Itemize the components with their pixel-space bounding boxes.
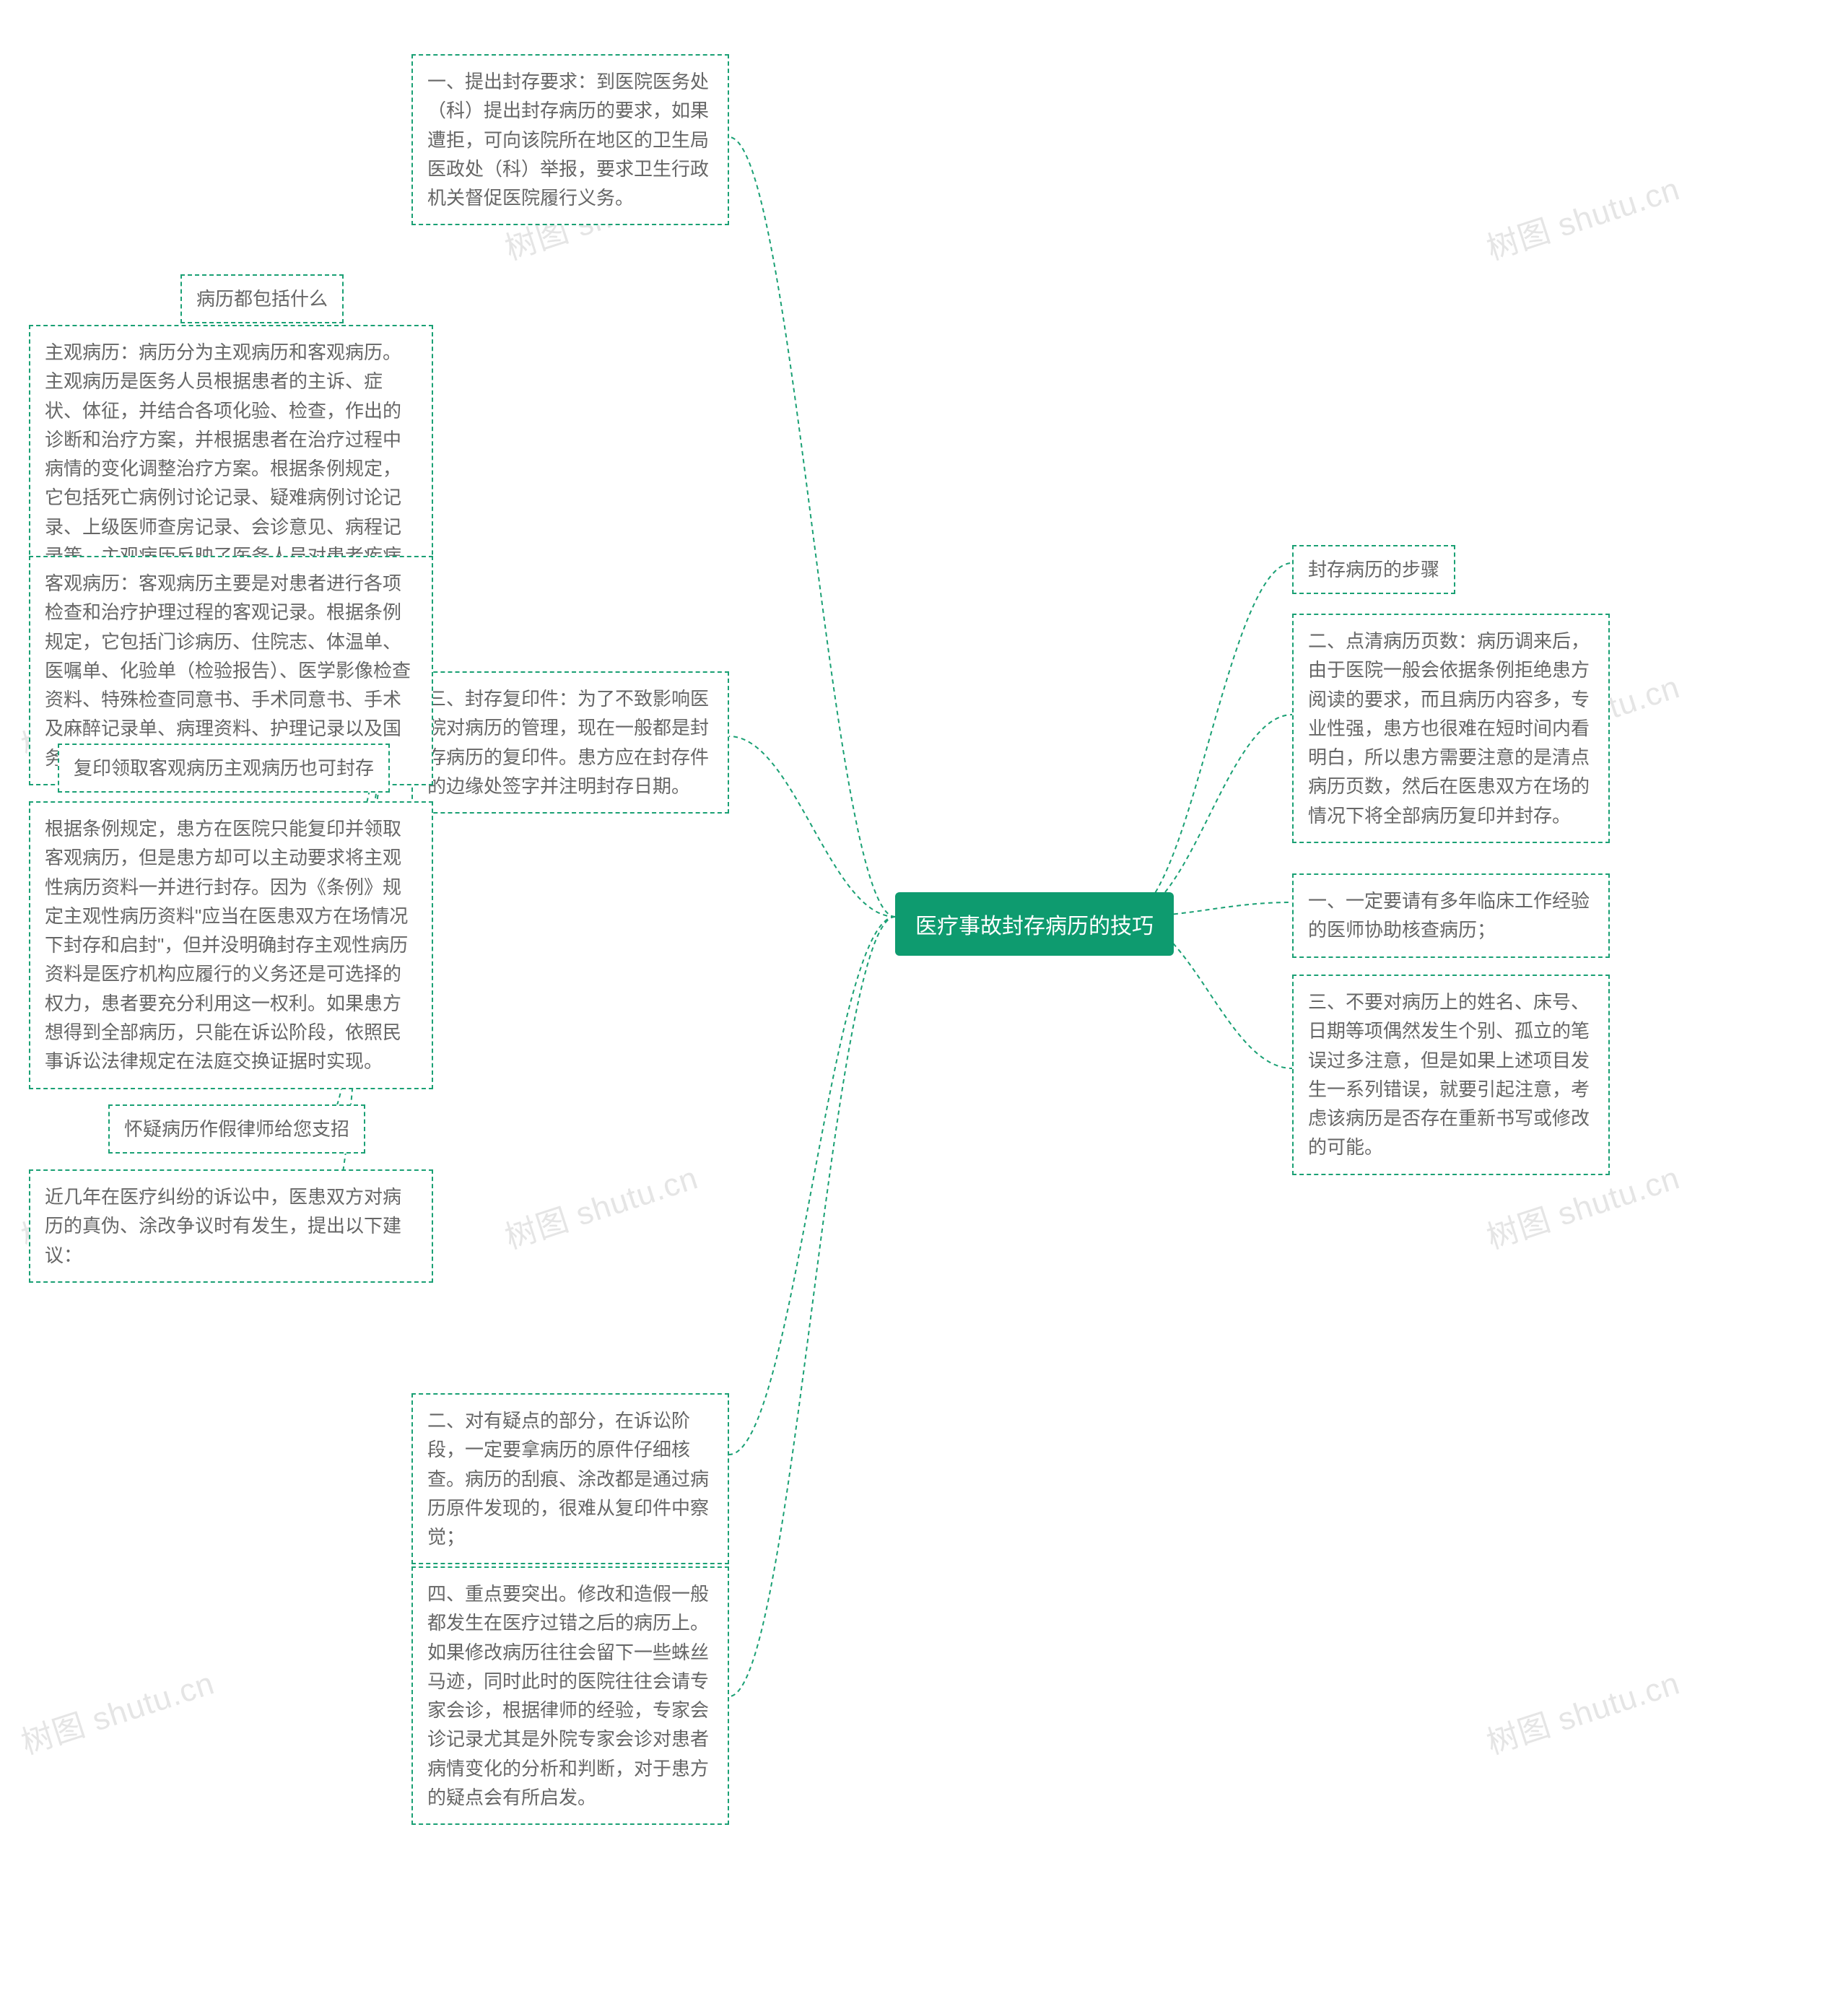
- watermark: 树图 shutu.cn: [498, 1152, 703, 1258]
- node-l9: 近几年在医疗纠纷的诉讼中，医患双方对病历的真伪、涂改争议时有发生，提出以下建议：: [29, 1169, 433, 1283]
- watermark: 树图 shutu.cn: [1480, 1657, 1685, 1764]
- node-l8: 怀疑病历作假律师给您支招: [108, 1104, 365, 1154]
- node-l1: 一、提出封存要求：到医院医务处（科）提出封存病历的要求，如果遭拒，可向该院所在地…: [411, 54, 729, 225]
- watermark: 树图 shutu.cn: [1480, 163, 1685, 269]
- node-l5: 复印领取客观病历主观病历也可封存: [58, 744, 390, 793]
- node-r2: 二、点清病历页数：病历调来后，由于医院一般会依据条例拒绝患方阅读的要求，而且病历…: [1292, 614, 1610, 843]
- mindmap-canvas: 树图 shutu.cn 树图 shutu.cn 树图 shutu.cn 树图 s…: [0, 0, 1848, 2001]
- node-l6: 三、封存复印件：为了不致影响医院对病历的管理，现在一般都是封存病历的复印件。患方…: [411, 671, 729, 814]
- node-l2: 病历都包括什么: [180, 274, 344, 323]
- node-l10: 二、对有疑点的部分，在诉讼阶段，一定要拿病历的原件仔细核查。病历的刮痕、涂改都是…: [411, 1393, 729, 1564]
- node-l7: 根据条例规定，患方在医院只能复印并领取客观病历，但是患方却可以主动要求将主观性病…: [29, 801, 433, 1089]
- root-node: 医疗事故封存病历的技巧: [895, 892, 1174, 956]
- node-r3: 一、一定要请有多年临床工作经验的医师协助核查病历；: [1292, 873, 1610, 958]
- watermark: 树图 shutu.cn: [14, 1657, 219, 1764]
- node-r4: 三、不要对病历上的姓名、床号、日期等项偶然发生个别、孤立的笔误过多注意，但是如果…: [1292, 975, 1610, 1175]
- node-r1: 封存病历的步骤: [1292, 545, 1455, 594]
- node-l11: 四、重点要突出。修改和造假一般都发生在医疗过错之后的病历上。如果修改病历往往会留…: [411, 1566, 729, 1825]
